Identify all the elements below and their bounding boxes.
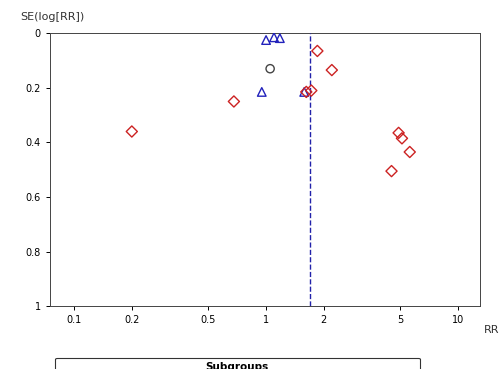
Text: RR: RR: [484, 325, 500, 335]
Point: [300, 89, 308, 95]
Point: [388, 168, 396, 174]
Point: [258, 89, 266, 95]
Point: [394, 130, 402, 136]
Point: [314, 48, 322, 54]
Point: [230, 99, 238, 104]
Point: [308, 87, 316, 93]
Point: [328, 67, 336, 73]
Point: [262, 37, 270, 43]
Text: SE(log[RR]): SE(log[RR]): [20, 12, 84, 22]
Legend: Role of pharmacist immuniser, Role of pharmacist (combination), Role of pharmaci: Role of pharmacist immuniser, Role of ph…: [55, 358, 420, 369]
Point: [302, 89, 310, 95]
Point: [406, 149, 414, 155]
Point: [266, 66, 274, 72]
Point: [398, 135, 406, 141]
Point: [276, 35, 284, 41]
Point: [128, 128, 136, 134]
Point: [270, 34, 278, 40]
